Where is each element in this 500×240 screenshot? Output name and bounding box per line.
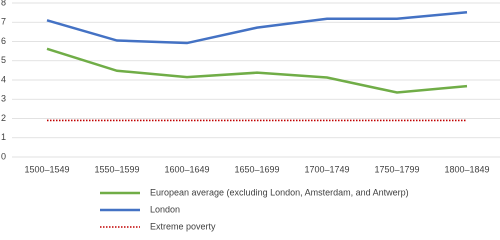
x-tick-label: 1500–1549 xyxy=(24,164,69,174)
x-tick-label: 1750–1799 xyxy=(374,164,419,174)
y-tick-label: 5 xyxy=(1,55,6,65)
legend-label: European average (excluding London, Amst… xyxy=(150,187,409,197)
x-tick-label: 1600–1649 xyxy=(164,164,209,174)
legend-label: London xyxy=(150,204,180,214)
y-tick-label: 0 xyxy=(1,151,6,161)
series-line xyxy=(46,47,468,94)
series-line xyxy=(46,10,468,45)
x-tick-label: 1650–1699 xyxy=(234,164,279,174)
y-tick-label: 6 xyxy=(1,36,6,46)
x-tick-label: 1550–1599 xyxy=(94,164,139,174)
y-tick-label: 7 xyxy=(1,17,6,27)
x-tick-label: 1700–1749 xyxy=(304,164,349,174)
y-tick-label: 3 xyxy=(1,94,6,104)
x-tick-label: 1800–1849 xyxy=(444,164,489,174)
y-tick-label: 2 xyxy=(1,113,6,123)
y-tick-label: 4 xyxy=(1,74,6,84)
legend-label: Extreme poverty xyxy=(150,221,216,231)
y-tick-label: 1 xyxy=(1,132,6,142)
y-tick-label: 8 xyxy=(1,0,6,7)
